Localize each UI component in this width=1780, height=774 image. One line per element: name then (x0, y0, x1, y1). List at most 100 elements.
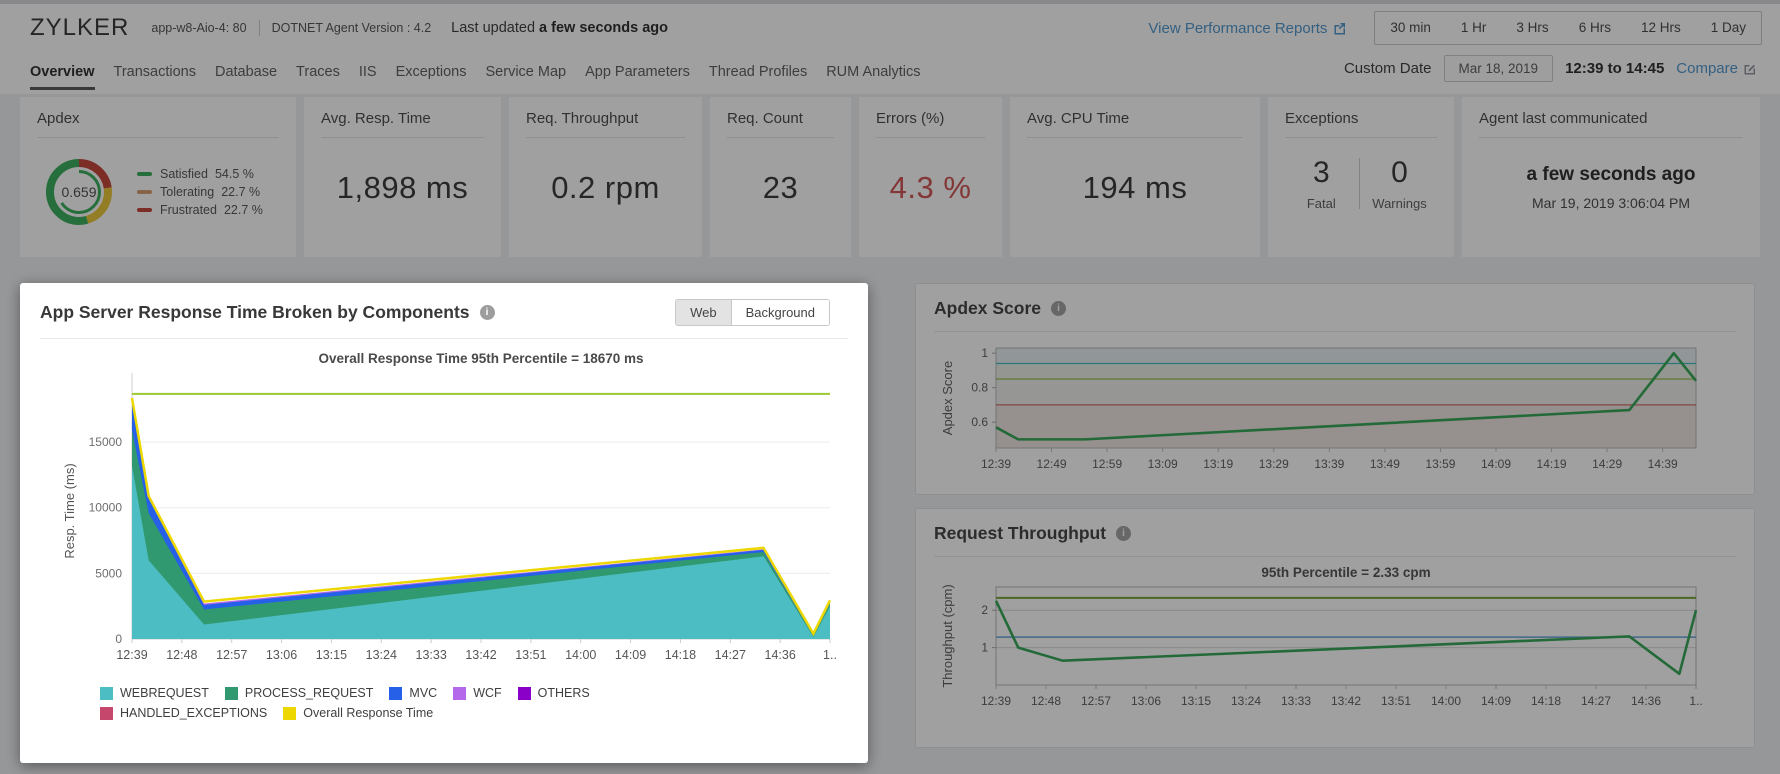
card-value: 4.3 % (889, 170, 972, 205)
view-performance-reports-link[interactable]: View Performance Reports (1148, 20, 1346, 37)
toggle-web[interactable]: Web (676, 300, 732, 325)
chart-title: 95th Percentile = 2.33 cpm (1261, 565, 1430, 580)
info-icon[interactable]: i (479, 305, 495, 320)
tab-iis[interactable]: IIS (358, 64, 377, 80)
legend-swatch (517, 686, 531, 700)
legend-item[interactable]: Overall Response Time (283, 706, 433, 720)
host-info: app-w8-Aio-4: 80 (151, 21, 247, 35)
tab-app-parameters[interactable]: App Parameters (585, 64, 690, 80)
x-tick-label: 12:59 (1092, 457, 1122, 471)
x-tick-label: 14:36 (765, 648, 796, 662)
x-tick-label: 13:39 (1314, 457, 1344, 471)
tab-overview[interactable]: Overview (30, 64, 95, 90)
legend-row: HANDLED_EXCEPTIONS Overall Response Time (100, 706, 848, 720)
x-tick-label: 13:51 (515, 648, 546, 662)
apdex-legend-row: Satisfied 54.5 % (137, 167, 263, 181)
tab-exceptions[interactable]: Exceptions (395, 64, 467, 80)
web-background-toggle: Web Background (675, 299, 830, 326)
compare-label: Compare (1676, 60, 1738, 77)
tab-traces[interactable]: Traces (296, 64, 340, 80)
area-series-WEBREQUEST (132, 465, 830, 639)
x-tick-label: 14:19 (1537, 457, 1567, 471)
throughput-line-chart[interactable]: 95th Percentile = 2.33 cpm 2 1 12:39 12:48 12… (934, 561, 1734, 731)
info-icon[interactable]: i (1116, 526, 1132, 541)
x-tick-label: 14:27 (1581, 694, 1611, 708)
card-agent-last-communicated: Agent last communicated a few seconds ag… (1462, 97, 1760, 257)
last-updated: Last updated a few seconds ago (451, 20, 668, 36)
agent-value: a few seconds ago (1526, 164, 1696, 185)
x-tick-label: 14:27 (715, 648, 746, 662)
divider (321, 137, 484, 138)
panel-title: App Server Response Time Broken by Compo… (40, 302, 470, 322)
components-stacked-area-chart[interactable]: Overall Response Time 95th Percentile = … (40, 339, 850, 684)
agent-timestamp: Mar 19, 2019 3:06:04 PM (1532, 195, 1690, 211)
plot-frame (995, 586, 1697, 686)
info-icon[interactable]: i (1050, 301, 1066, 316)
top-strip (0, 0, 1780, 4)
legend-swatch (100, 686, 113, 700)
panel-title: Request Throughput (934, 523, 1107, 543)
tab-rum-analytics[interactable]: RUM Analytics (826, 64, 921, 80)
legend-item[interactable]: HANDLED_EXCEPTIONS (100, 706, 267, 720)
custom-date-input[interactable]: Mar 18, 2019 (1443, 55, 1554, 82)
legend-swatch (100, 706, 113, 720)
y-axis-label: Resp. Time (ms) (62, 463, 77, 558)
legend-label: PROCESS_REQUEST (244, 686, 374, 700)
legend-item[interactable]: OTHERS (517, 686, 590, 700)
external-link-icon (1334, 22, 1346, 34)
x-tick-label: 13:33 (1281, 694, 1311, 708)
y-tick-label: 0.8 (971, 381, 988, 395)
legend-value: 22.7 % (223, 203, 263, 217)
tab-service-map[interactable]: Service Map (485, 64, 567, 80)
toggle-background[interactable]: Background (731, 300, 829, 325)
apdex-body: 0.659 Satisfied 54.5 % Tolerating 22.7 % Fru… (37, 150, 279, 234)
legend-swatch (283, 706, 297, 720)
overall-response-line (130, 397, 832, 637)
y-tick-label: 5000 (95, 566, 122, 580)
compare-link[interactable]: Compare (1676, 60, 1756, 77)
x-tick-label: 13:49 (1370, 457, 1400, 471)
x-tick-label: 13:15 (1181, 694, 1211, 708)
x-tick-label: 12:39 (116, 648, 147, 662)
x-tick-label: 14:09 (615, 648, 646, 662)
tab-thread-profiles[interactable]: Thread Profiles (708, 64, 808, 80)
y-tick-label: 2 (981, 603, 988, 617)
divider (1359, 158, 1361, 209)
legend-item[interactable]: WEBREQUEST (100, 686, 209, 700)
legend-label: Frustrated (160, 203, 217, 217)
apdex-score-line-chart[interactable]: 1 0.8 0.6 12:39 12:49 12:59 13:09 13:19 13:29 13:… (934, 338, 1734, 488)
legend-label: Satisfied (160, 167, 208, 181)
card-req-throughput: Req. Throughput 0.2 rpm (509, 97, 702, 257)
legend-label: MVC (409, 686, 438, 700)
threshold-band (996, 363, 1696, 380)
time-range-6-hrs[interactable]: 6 Hrs (1578, 20, 1611, 35)
legend-item[interactable]: WCF (453, 686, 502, 700)
tab-transactions[interactable]: Transactions (113, 64, 196, 80)
divider (1479, 137, 1743, 138)
x-tick-label: 14:09 (1481, 694, 1511, 708)
x-tick-label: 12:57 (1081, 694, 1111, 708)
x-tick-label: 13:24 (1231, 694, 1261, 708)
time-range-30-min[interactable]: 30 min (1390, 20, 1431, 35)
x-tick-label: 12:39 (981, 694, 1011, 708)
card-value: 23 (762, 170, 799, 205)
time-range-3-hrs[interactable]: 3 Hrs (1516, 20, 1549, 35)
time-range-12-hrs[interactable]: 12 Hrs (1640, 20, 1681, 35)
custom-date-label: Custom Date (1343, 60, 1432, 77)
last-updated-value: a few seconds ago (539, 20, 668, 36)
warnings-count: 0 (1391, 156, 1408, 189)
app-name: ZYLKER (30, 14, 130, 41)
threshold-band (996, 348, 1696, 364)
plot-frame (995, 347, 1697, 449)
tab-database[interactable]: Database (214, 64, 278, 80)
legend-item[interactable]: MVC (389, 686, 437, 700)
time-range-1-day[interactable]: 1 Day (1710, 20, 1746, 35)
x-tick-label: 13:09 (1148, 457, 1178, 471)
x-tick-label: 12:39 (981, 457, 1011, 471)
apdex-score-value: 0.659 (61, 184, 96, 200)
time-range-1-hr[interactable]: 1 Hr (1460, 20, 1487, 35)
y-tick-label: 10000 (89, 501, 123, 515)
legend-item[interactable]: PROCESS_REQUEST (224, 686, 374, 700)
x-tick-label: 12:48 (1031, 694, 1061, 708)
